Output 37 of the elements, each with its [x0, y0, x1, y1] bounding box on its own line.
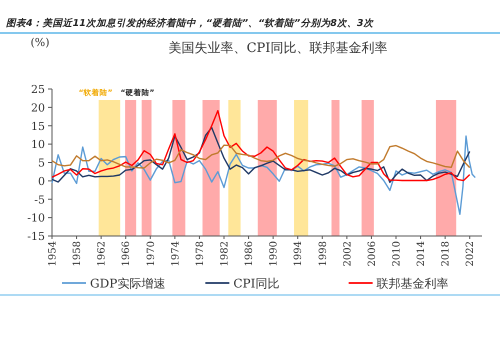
legend-label: 联邦基金利率 [376, 276, 449, 290]
x-tick-label: 1966 [121, 241, 132, 266]
x-tick-label: 2006 [366, 241, 378, 266]
line-series [51, 135, 476, 216]
x-tick-label: 2018 [440, 241, 452, 266]
x-tick-label: 1958 [72, 241, 84, 266]
x-tick-label: 1970 [146, 241, 157, 266]
line-series [51, 110, 470, 182]
y-tick-label: -5 [34, 193, 45, 206]
x-tick-label: 2002 [342, 241, 354, 266]
y-tick-label: 25 [31, 83, 45, 96]
y-axis-title: (%) [30, 36, 50, 49]
x-tick-label: 1954 [48, 241, 58, 266]
x-tick-label: 1998 [318, 241, 329, 266]
x-tick-label: 1982 [220, 241, 230, 266]
x-tick-label: 2010 [392, 241, 402, 266]
y-tick-label: 20 [31, 101, 45, 114]
line-series [51, 126, 470, 184]
x-tick-label: 1986 [244, 241, 256, 266]
x-tick-label: 1974 [170, 241, 182, 266]
y-tick-label: 5 [38, 156, 45, 170]
chart-title: 图表4：美国近11次加息引发的经济着陆中，“硬着陆”、“软着陆”分别为8次、3次 [6, 17, 375, 29]
legend-label: GDP实际增速 [90, 276, 166, 290]
x-tick-label: 2014 [416, 241, 428, 266]
y-tick-label: 15 [31, 120, 45, 133]
x-tick-label: 2022 [465, 241, 476, 266]
x-tick-label: 1962 [96, 241, 108, 266]
y-tick-label: -15 [27, 230, 45, 243]
y-tick-label: 0 [38, 174, 45, 188]
x-tick-label: 1990 [268, 241, 280, 266]
x-tick-label: 1994 [293, 241, 304, 266]
y-tick-label: 10 [31, 138, 45, 152]
y-tick-label: -10 [27, 212, 45, 225]
chart-subtitle: 美国失业率、CPI同比、联邦基金利率 [168, 40, 388, 56]
line-series [51, 144, 470, 169]
legend-label: CPI同比 [233, 276, 280, 290]
x-tick-label: 1978 [194, 241, 206, 266]
